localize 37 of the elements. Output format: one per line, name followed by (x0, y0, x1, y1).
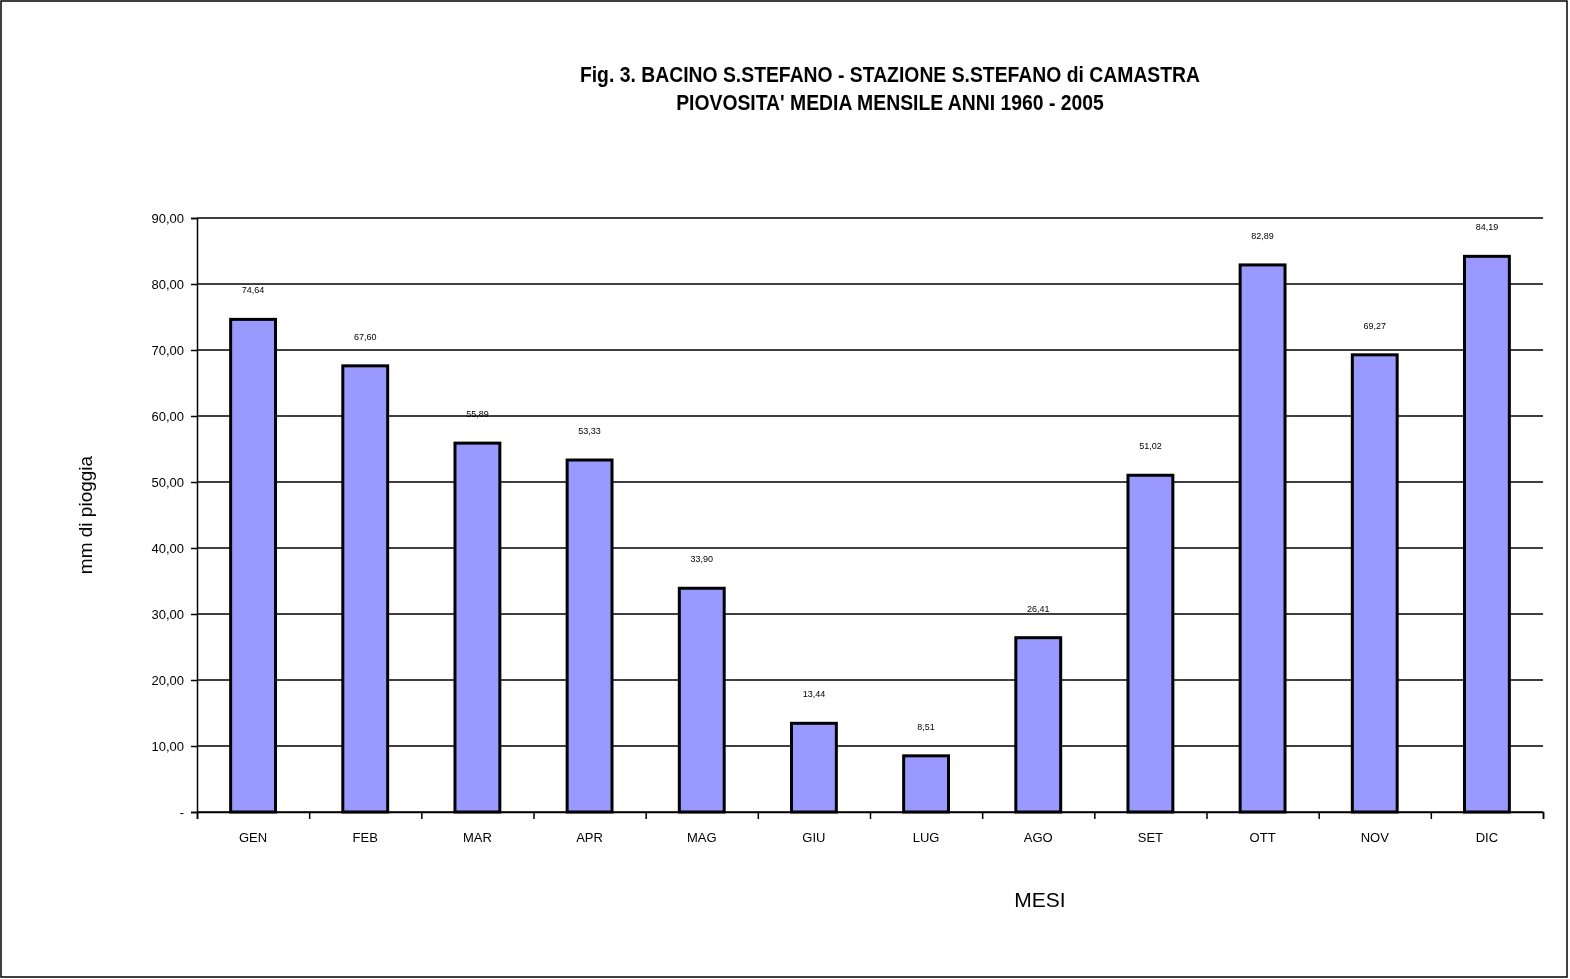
x-tick-label: APR (576, 830, 603, 845)
x-tick-label: GEN (239, 830, 268, 845)
chart-subtitle: PIOVOSITA' MEDIA MENSILE ANNI 1960 - 2005 (676, 89, 1104, 115)
y-tick-label: 50,00 (151, 474, 184, 490)
x-tick-label: GIU (802, 830, 826, 845)
data-label: 8,51 (917, 721, 935, 732)
y-tick-label: 70,00 (151, 342, 184, 358)
y-tick-label: 90,00 (151, 210, 184, 226)
data-label: 26,41 (1026, 603, 1050, 614)
y-tick-label: 80,00 (151, 276, 184, 292)
data-label: 33,90 (690, 554, 714, 565)
data-label: 82,89 (1251, 230, 1274, 241)
y-tick-label: 20,00 (151, 672, 184, 688)
data-label: 51,02 (1139, 441, 1162, 452)
y-axis-title: mm di pioggia (75, 455, 96, 575)
x-tick-label: MAR (462, 830, 492, 845)
x-tick-label: AGO (1023, 830, 1053, 845)
y-tick-label: 40,00 (151, 540, 184, 556)
data-label: 69,27 (1363, 320, 1387, 331)
chart-title: Fig. 3. BACINO S.STEFANO - STAZIONE S.STEFANO di CAMASTRA (579, 61, 1201, 87)
x-tick-label: OTT (1249, 830, 1276, 845)
x-tick-label: DIC (1475, 830, 1499, 845)
y-tick-label: 60,00 (151, 408, 184, 424)
data-label: 67,60 (353, 331, 377, 342)
x-axis-title: MESI (1014, 888, 1066, 911)
data-label: 13,44 (802, 689, 826, 700)
data-label: 53,33 (578, 426, 601, 437)
data-label: 74,64 (241, 285, 265, 296)
x-tick-label: SET (1137, 830, 1164, 845)
y-tick-label: 30,00 (151, 606, 184, 622)
x-tick-label: NOV (1360, 830, 1390, 845)
x-tick-label: LUG (912, 830, 940, 845)
y-tick-label: - (179, 804, 184, 820)
y-tick-label: 10,00 (151, 738, 184, 754)
x-tick-label: MAG (686, 830, 717, 845)
data-label: 84,19 (1475, 222, 1499, 233)
x-tick-label: FEB (352, 830, 378, 845)
